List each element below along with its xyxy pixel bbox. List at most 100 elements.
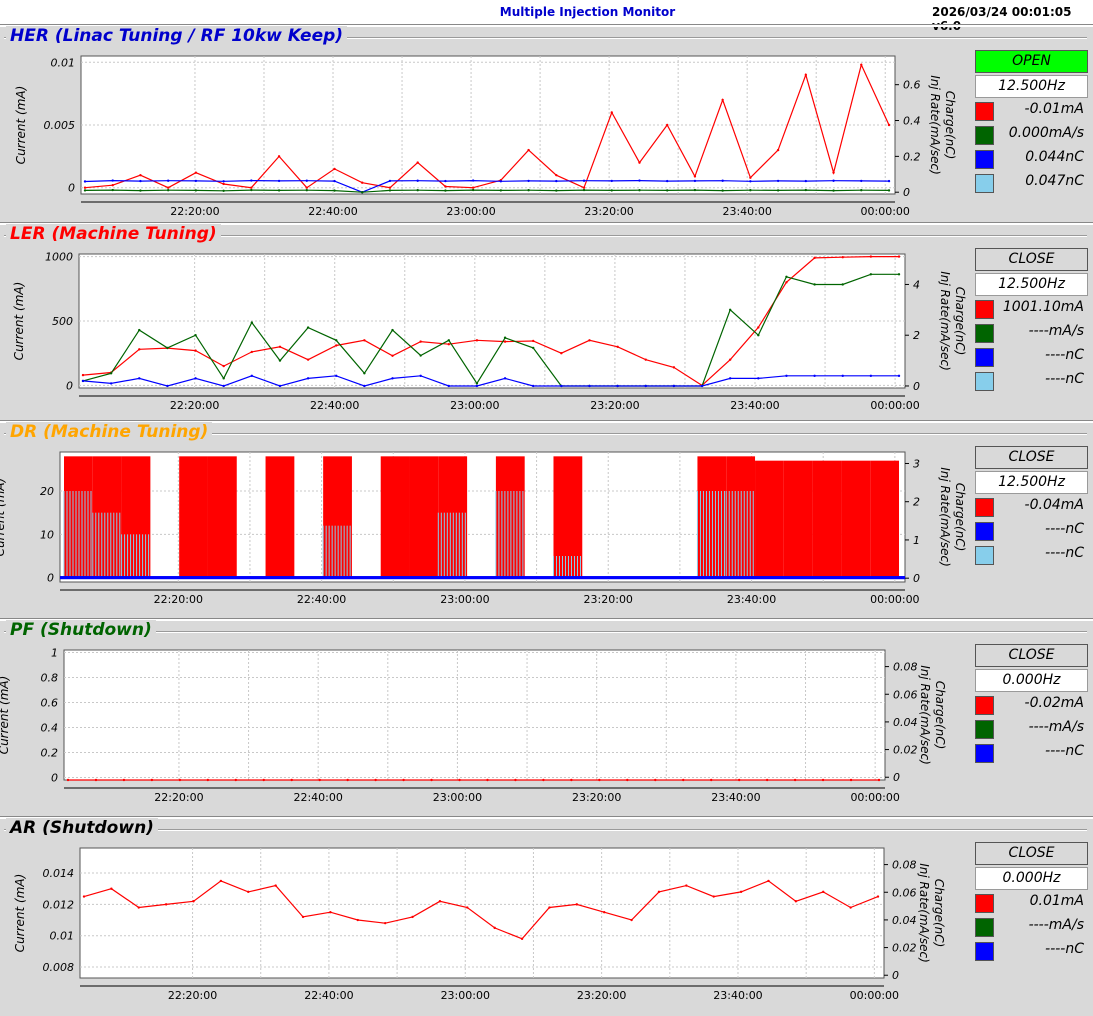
data-point xyxy=(822,890,825,894)
data-point xyxy=(493,926,496,930)
x-tick-label: 22:40:00 xyxy=(297,593,346,606)
data-point xyxy=(638,179,641,182)
data-point xyxy=(346,778,349,782)
y-tick-label: 0 xyxy=(47,572,54,585)
data-point xyxy=(598,778,601,782)
x-tick-label: 23:20:00 xyxy=(584,205,633,218)
y-right-tick-label: 1 xyxy=(913,534,920,547)
legend-item: 1001.10mA xyxy=(975,296,1088,320)
data-point xyxy=(841,374,844,378)
area-segment xyxy=(207,456,237,578)
data-point xyxy=(739,890,743,894)
data-point xyxy=(616,384,619,388)
y-right-label-line: Charge(nC) xyxy=(932,879,946,948)
frequency-display: 12.500Hz xyxy=(975,273,1088,296)
data-point xyxy=(444,189,447,192)
y-right-tick-label: 4 xyxy=(913,278,920,291)
data-point xyxy=(582,179,586,182)
y-right-label-line: Inj Rate(mA/sec) xyxy=(928,75,942,175)
data-point xyxy=(821,778,825,782)
data-point xyxy=(306,358,310,361)
panel-frame-line xyxy=(4,631,1087,633)
panel-frame-line xyxy=(4,235,1087,237)
data-point xyxy=(81,379,85,383)
data-point xyxy=(361,181,364,184)
panel-separator xyxy=(0,222,1093,225)
panel-frame-line xyxy=(4,37,1087,39)
data-point xyxy=(700,384,704,388)
panel-title-dr: DR (Machine Tuning) xyxy=(6,422,213,442)
data-point xyxy=(685,884,688,887)
data-point xyxy=(416,161,419,164)
y-right-tick-label: 0.06 xyxy=(893,688,918,701)
y-tick-label: 1000 xyxy=(45,251,73,264)
data-point xyxy=(278,384,282,388)
y-right-tick-label: 0 xyxy=(913,380,920,393)
data-point xyxy=(222,377,225,380)
legend-item: ----nC xyxy=(975,518,1088,542)
legend-swatch xyxy=(975,918,994,937)
data-point xyxy=(419,340,422,343)
data-point xyxy=(411,915,414,919)
plot-area xyxy=(80,55,896,195)
data-point xyxy=(897,273,901,276)
data-point xyxy=(860,189,863,192)
data-point xyxy=(869,255,873,258)
y-tick-label: 0.012 xyxy=(43,898,75,911)
data-point xyxy=(693,179,697,183)
y-right-label-line: Charge(nC) xyxy=(953,483,967,552)
data-point xyxy=(262,778,265,782)
data-point xyxy=(630,918,633,922)
x-tick-label: 23:20:00 xyxy=(572,791,621,804)
data-point xyxy=(222,384,225,388)
data-point xyxy=(520,937,524,941)
legend-value: ----nC xyxy=(1045,941,1084,957)
y-right-label-line: Inj Rate(mA/sec) xyxy=(938,467,952,567)
y-tick-label: 0.01 xyxy=(51,56,76,69)
y-tick-label: 20 xyxy=(40,485,54,498)
panel-title-ar: AR (Shutdown) xyxy=(6,818,158,838)
y-tick-label: 0.01 xyxy=(50,930,75,943)
data-point xyxy=(81,373,85,377)
legend-swatch xyxy=(975,894,994,913)
data-point xyxy=(749,176,752,179)
y-right-tick-label: 0 xyxy=(893,771,900,784)
data-point xyxy=(391,377,394,380)
data-point xyxy=(138,377,141,380)
y-right-label-line: Inj Rate(mA/sec) xyxy=(938,271,952,371)
legend-ler: CLOSE 12.500Hz 1001.10mA ----mA/s ----nC ----… xyxy=(975,248,1088,392)
data-point xyxy=(447,339,450,342)
data-point xyxy=(274,884,277,887)
data-point xyxy=(444,185,447,188)
series-1 xyxy=(81,273,901,388)
data-point xyxy=(757,377,760,380)
status-indicator: CLOSE xyxy=(975,446,1088,469)
legend-item: ----mA/s xyxy=(975,914,1088,938)
data-point xyxy=(666,179,669,183)
data-point xyxy=(560,352,563,355)
data-point xyxy=(849,778,853,782)
data-point xyxy=(503,336,507,339)
data-point xyxy=(419,354,422,357)
x-tick-label: 22:40:00 xyxy=(304,989,353,1002)
data-point xyxy=(82,895,86,898)
y-right-tick-label: 0.02 xyxy=(892,942,917,955)
series-line xyxy=(83,880,879,940)
data-point xyxy=(83,186,87,189)
data-point xyxy=(222,189,225,192)
data-point xyxy=(542,778,545,782)
y-right-axis-label: Charge(nC)Inj Rate(mA/sec) xyxy=(917,863,946,963)
series-0 xyxy=(83,63,891,189)
data-point xyxy=(710,778,713,782)
data-point xyxy=(109,372,113,375)
data-point xyxy=(897,255,901,258)
area-segment xyxy=(783,460,813,578)
legend-value: -0.02mA xyxy=(1024,695,1084,711)
legend-her: OPEN 12.500Hz -0.01mA 0.000mA/s 0.044nC 0.047… xyxy=(975,50,1088,194)
legend-swatch xyxy=(975,744,994,763)
legend-value: 0.044nC xyxy=(1025,149,1084,165)
data-point xyxy=(194,334,197,337)
data-point xyxy=(527,148,530,152)
status-indicator: OPEN xyxy=(975,50,1088,73)
data-point xyxy=(776,189,780,192)
